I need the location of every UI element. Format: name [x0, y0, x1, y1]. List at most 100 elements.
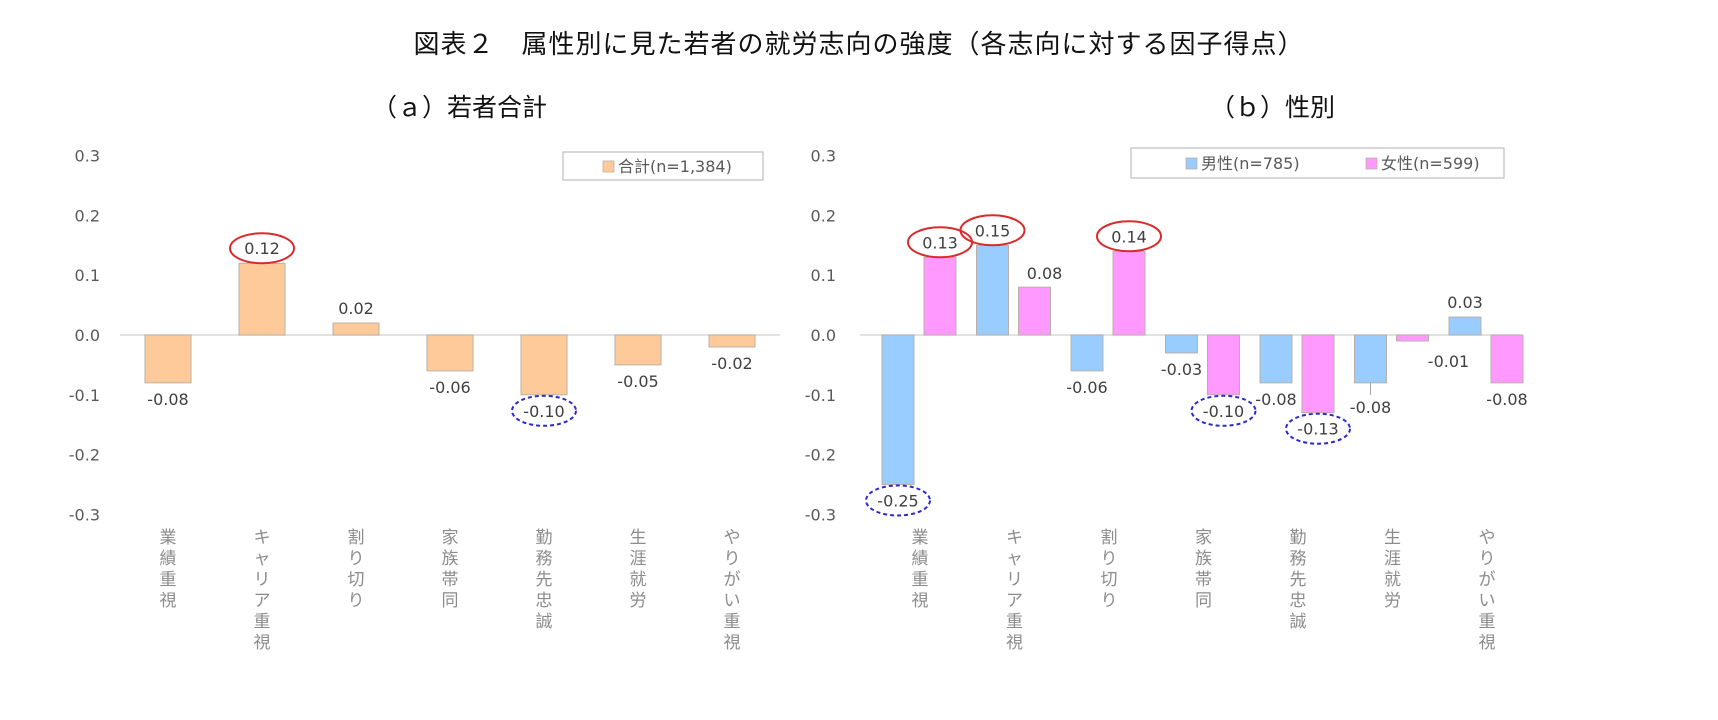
highlight-ellipse-blue — [1190, 394, 1257, 427]
category-label-char: 就 — [1384, 570, 1401, 590]
category-label-char: 績 — [912, 549, 929, 569]
legend-b: 男性(n=785) 女性(n=599) — [1130, 147, 1505, 179]
category-label-char: 重 — [160, 570, 177, 590]
chart-b: 0.30.20.10.0-0.1-0.2-0.3-0.250.13業績重視0.1… — [805, 147, 1528, 653]
category-label-char: 切 — [348, 570, 365, 590]
y-tick-label: 0.3 — [75, 147, 100, 166]
data-label: -0.01 — [1428, 352, 1469, 371]
category-label-char: 先 — [1290, 570, 1307, 590]
category-label-char: 先 — [536, 570, 553, 590]
bar-b-s1-c0 — [923, 256, 957, 336]
category-label-char: 視 — [160, 591, 177, 611]
y-tick-label: 0.2 — [811, 206, 836, 225]
category-label-char: 割 — [348, 528, 365, 548]
category-label-char: り — [724, 549, 741, 569]
data-label: -0.10 — [1203, 402, 1244, 421]
data-label: -0.13 — [1297, 420, 1338, 439]
data-label: -0.10 — [523, 402, 564, 421]
category-label-char: 生 — [630, 528, 647, 548]
y-tick-label: -0.2 — [805, 446, 836, 465]
bar-b-s0-c3 — [1165, 334, 1198, 354]
highlight-ellipse-red — [959, 214, 1026, 247]
category-label-char: キ — [254, 528, 271, 548]
legend-a: 合計(n=1,384) — [562, 151, 764, 181]
category-label-char: 労 — [1384, 591, 1401, 611]
data-label: -0.03 — [1161, 360, 1202, 379]
category-label-char: キ — [1006, 528, 1023, 548]
bar-b-s0-c1 — [976, 244, 1009, 336]
bar-b-s0-c4 — [1259, 334, 1293, 384]
data-label: -0.08 — [147, 390, 188, 409]
category-label-char: 帯 — [1195, 570, 1212, 590]
category-label-char: 視 — [912, 591, 929, 611]
category-label-char: ア — [1006, 591, 1023, 611]
bar-b-s1-c2 — [1112, 250, 1146, 336]
bar-b-s0-c5 — [1354, 334, 1387, 384]
category-label-char: ア — [254, 591, 271, 611]
legend-swatch — [1185, 157, 1198, 170]
figure-title: 図表２ 属性別に見た若者の就労志向の強度（各志向に対する因子得点） — [413, 30, 1305, 60]
category-label-char: 割 — [1101, 528, 1118, 548]
category-label-char: 重 — [912, 570, 929, 590]
category-label-char: 誠 — [536, 612, 553, 632]
bar-b-s0-c6 — [1448, 316, 1482, 336]
category-label-char: い — [1479, 591, 1496, 611]
highlight-ellipse-blue — [865, 484, 931, 517]
legend-box — [562, 151, 764, 181]
category-label-char: 涯 — [630, 549, 647, 569]
category-label-char: 重 — [724, 612, 741, 632]
category-label-char: 重 — [1006, 612, 1023, 632]
bar-a-s0-c5 — [614, 334, 662, 366]
category-label-char: 帯 — [442, 570, 459, 590]
data-label: 0.02 — [338, 299, 374, 318]
legend-label: 女性(n=599) — [1381, 154, 1480, 173]
category-label-char: 就 — [630, 570, 647, 590]
category-label-char: い — [724, 591, 741, 611]
data-label: 0.03 — [1447, 293, 1483, 312]
category-label-char: 視 — [1006, 633, 1023, 653]
highlight-ellipse-blue — [1285, 412, 1351, 445]
category-label-char: 族 — [442, 549, 459, 569]
y-tick-label: -0.3 — [805, 505, 836, 524]
bar-a-s0-c2 — [332, 322, 380, 336]
category-label-char: 視 — [1479, 633, 1496, 653]
category-label-char: 族 — [1195, 549, 1212, 569]
highlight-ellipse-blue — [511, 394, 577, 427]
category-label-char: 切 — [1101, 570, 1118, 590]
data-label: -0.06 — [429, 378, 470, 397]
category-label-char: 勤 — [536, 528, 553, 548]
chart-a-subtitle: （ａ）若者合計 — [372, 93, 548, 122]
category-label-char: が — [1479, 570, 1496, 590]
data-label: 0.13 — [922, 233, 958, 252]
category-label-char: り — [348, 591, 365, 611]
bar-b-s1-c1 — [1018, 286, 1051, 336]
data-label: 0.08 — [1027, 264, 1063, 283]
category-label-char: 同 — [442, 591, 459, 611]
y-tick-label: -0.1 — [805, 386, 836, 405]
category-label-char: 誠 — [1290, 612, 1307, 632]
category-label-char: 家 — [442, 528, 459, 548]
data-label: -0.06 — [1066, 378, 1107, 397]
category-label-char: が — [724, 570, 741, 590]
category-label-char: リ — [254, 570, 271, 590]
category-label-char: 生 — [1384, 528, 1401, 548]
category-label-char: り — [1479, 549, 1496, 569]
data-label: 0.12 — [244, 239, 280, 258]
chart-a: 0.30.20.10.0-0.1-0.2-0.3-0.08業績重視0.12キャリ… — [69, 147, 780, 653]
category-label-char: り — [348, 549, 365, 569]
bar-a-s0-c0 — [144, 334, 192, 384]
category-label-char: 務 — [536, 549, 553, 569]
bar-a-s0-c1 — [238, 262, 286, 336]
y-tick-label: 0.2 — [75, 206, 100, 225]
y-tick-label: 0.0 — [811, 326, 836, 345]
category-label-char: 同 — [1195, 591, 1212, 611]
y-tick-label: -0.2 — [69, 446, 100, 465]
legend-swatch — [1365, 157, 1378, 170]
bar-b-s1-c4 — [1301, 334, 1335, 414]
bar-a-s0-c4 — [520, 334, 568, 396]
data-label: -0.08 — [1350, 398, 1391, 417]
legend-swatch — [602, 160, 615, 173]
category-label-char: 労 — [630, 591, 647, 611]
data-label: -0.25 — [877, 492, 918, 511]
y-tick-label: 0.0 — [75, 326, 100, 345]
